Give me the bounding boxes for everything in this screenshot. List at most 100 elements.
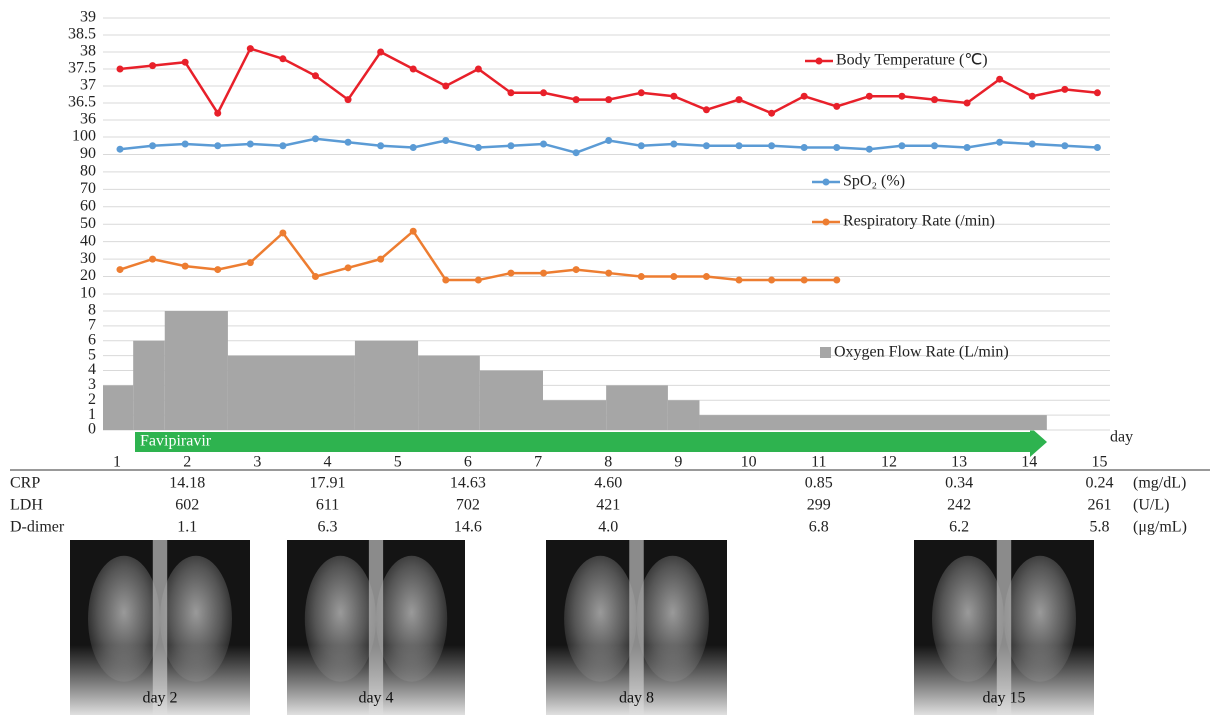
data-point <box>605 96 612 103</box>
data-point <box>117 146 124 153</box>
xray-caption: day 4 <box>358 690 393 707</box>
data-point <box>279 142 286 149</box>
data-point <box>279 55 286 62</box>
data-point <box>736 96 743 103</box>
data-point <box>866 93 873 100</box>
oxygen-bar <box>480 371 543 431</box>
lab-value: 14.6 <box>454 519 482 536</box>
data-point <box>442 137 449 144</box>
chart: day 2day 4day 8day 15 Favipiravir day 12… <box>0 0 1215 715</box>
data-point <box>507 89 514 96</box>
lab-value: 4.0 <box>598 519 618 536</box>
lab-value: 0.24 <box>1085 475 1113 492</box>
oxygen-bar <box>228 356 355 430</box>
data-point <box>964 100 971 107</box>
data-point <box>833 103 840 110</box>
oxygen-bar <box>699 415 1046 430</box>
page: day 2day 4day 8day 15 Favipiravir day 12… <box>0 0 1215 715</box>
data-point <box>247 140 254 147</box>
x-tick-label: 2 <box>183 454 191 471</box>
data-point <box>442 277 449 284</box>
data-point <box>377 142 384 149</box>
lab-value: 702 <box>456 497 480 514</box>
x-axis-label: day <box>1110 429 1133 446</box>
data-point <box>801 144 808 151</box>
legend-label: SpO₂ (%) <box>843 173 905 190</box>
y-tick-label: 7 <box>88 317 96 334</box>
y-tick-label: 38.5 <box>68 26 96 43</box>
lab-value: 0.34 <box>945 475 973 492</box>
x-tick-label: 1 <box>113 454 121 471</box>
oxygen-bar <box>103 385 133 430</box>
data-point <box>670 273 677 280</box>
lab-value: 602 <box>175 497 199 514</box>
legend-label: Respiratory Rate (/min) <box>843 213 995 230</box>
oxygen-bar <box>418 356 480 430</box>
data-point <box>377 49 384 56</box>
row-label: LDH <box>10 497 43 514</box>
y-tick-label: 37 <box>80 77 96 94</box>
data-point <box>312 273 319 280</box>
row-label: D-dimer <box>10 519 65 536</box>
y-tick-label: 70 <box>80 180 96 197</box>
data-point <box>247 45 254 52</box>
legend-marker <box>823 219 830 226</box>
data-point <box>703 142 710 149</box>
x-tick-label: 6 <box>464 454 472 471</box>
y-tick-label: 5 <box>88 346 96 363</box>
data-point <box>996 139 1003 146</box>
data-point <box>964 144 971 151</box>
data-point <box>117 266 124 273</box>
oxygen-bar <box>543 400 606 430</box>
lab-value: 14.63 <box>450 475 486 492</box>
data-point <box>898 93 905 100</box>
legend-marker <box>823 179 830 186</box>
favipiravir-arrow <box>135 427 1047 457</box>
oxygen-bar <box>133 341 165 430</box>
lab-value: 611 <box>316 497 339 514</box>
data-point <box>833 144 840 151</box>
data-point <box>605 270 612 277</box>
data-point <box>442 83 449 90</box>
lab-value: 6.8 <box>809 519 829 536</box>
oxygen-bar <box>606 385 668 430</box>
y-tick-label: 90 <box>80 145 96 162</box>
data-point <box>540 89 547 96</box>
lab-value: 4.60 <box>594 475 622 492</box>
x-tick-label: 7 <box>534 454 542 471</box>
data-point <box>410 228 417 235</box>
data-point <box>475 66 482 73</box>
row-label: CRP <box>10 475 40 492</box>
data-point <box>182 59 189 66</box>
data-point <box>801 277 808 284</box>
data-point <box>507 142 514 149</box>
data-point <box>247 259 254 266</box>
x-tick-label: 13 <box>951 454 967 471</box>
legend-swatch <box>820 347 831 358</box>
data-point <box>1094 89 1101 96</box>
data-point <box>312 135 319 142</box>
row-unit: (U/L) <box>1133 497 1169 514</box>
x-tick-label: 8 <box>604 454 612 471</box>
data-point <box>377 256 384 263</box>
data-point <box>540 270 547 277</box>
y-tick-label: 6 <box>88 331 96 348</box>
data-point <box>801 93 808 100</box>
data-point <box>573 149 580 156</box>
y-tick-label: 8 <box>88 302 96 319</box>
data-point <box>312 72 319 79</box>
data-point <box>540 140 547 147</box>
data-point <box>638 273 645 280</box>
x-tick-label: 9 <box>674 454 682 471</box>
data-point <box>345 264 352 271</box>
data-point <box>182 263 189 270</box>
data-point <box>214 142 221 149</box>
lab-value: 14.18 <box>169 475 205 492</box>
legend-label: Body Temperature (℃) <box>836 52 988 69</box>
data-point <box>345 139 352 146</box>
xray-caption: day 15 <box>982 690 1025 707</box>
data-point <box>670 140 677 147</box>
lab-value: 1.1 <box>177 519 197 536</box>
y-tick-label: 4 <box>88 361 96 378</box>
x-tick-label: 3 <box>253 454 261 471</box>
